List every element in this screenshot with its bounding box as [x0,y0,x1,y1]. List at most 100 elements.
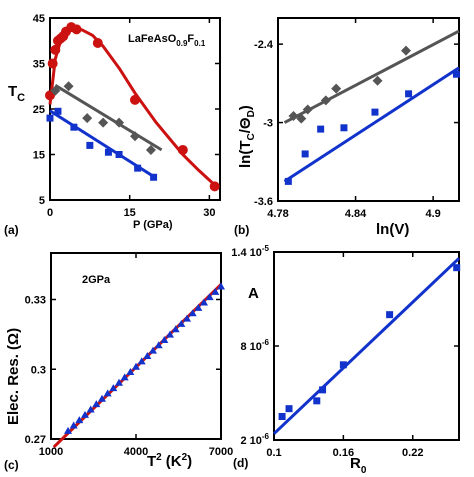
panel-c-point [188,309,197,317]
panel-a-point [63,81,74,92]
panel-b-point [400,45,411,56]
panel-b-point [288,111,299,122]
panel-d-xtick-label: 0.1 [266,447,281,459]
panel-b-point [372,75,383,86]
panel-a-point [92,38,103,49]
panel-a-point [115,151,123,158]
panel-c-gridticks [50,253,222,440]
panel-c-xlabel: T2 (K2) [147,452,192,470]
panel-c-point [160,335,169,343]
panel-b-point [317,125,325,133]
panel-c-xtick-label: 4000 [124,446,148,458]
panel-a-point [50,44,61,55]
panel-a-point [70,123,78,131]
panel-a-ytick-label: 45 [33,13,45,25]
panel-b-point [371,108,379,116]
panel-c-point [137,357,146,365]
panel-a-point [98,117,109,128]
panel-b-ytick-label: -3 [263,118,273,130]
panel-c-annotation: 2GPa [82,274,111,286]
panel-d-marks [278,264,461,420]
panel-b-ytick-label: -2.4 [254,39,274,51]
panel-a-point [47,58,58,69]
panel-b-point [320,95,331,106]
panel-c-point [149,346,157,354]
panel-b-frame [277,17,460,202]
panel-c-point [81,410,89,418]
panel-c-point [75,416,84,424]
panel-c-ytick-label: 0.27 [25,434,46,446]
panel-c-point [177,319,186,327]
panel-c-point [194,303,203,311]
panel-b-point [340,124,348,132]
panel-a-point [177,144,188,155]
panel-d-ylabel: A [248,285,259,302]
panel-b-point [296,113,307,124]
panel-c-frame [50,252,222,440]
panel-a-xtick-label: 30 [203,207,215,219]
panel-c-point [183,314,191,322]
panel-c-marks [64,282,225,434]
panel-c-panel-label: (c) [4,458,19,472]
panel-b-point [302,104,313,115]
panel-d-panel-label: (d) [233,456,248,470]
panel-d-point [285,405,293,413]
panel-d-fits [272,257,461,435]
panel-a-panel-label: (a) [4,223,19,237]
panel-c-point [126,368,135,376]
panel-d: 0.1 0.16 0.22 2 10-6 8 10-6 1.4 10-5 A R0 (d) [231,244,461,476]
panel-d-xlabel: R0 [350,455,367,476]
panel-b-fit-line-0 [283,29,460,124]
panel-c-point [143,351,152,359]
panel-a-ytick-label: 15 [33,150,45,162]
panel-c-point [205,293,214,301]
panel-c-ticklabels: 1000 4000 7000 0.27 0.3 0.33 [25,295,234,459]
panel-d-point [339,361,347,369]
panel-b-gridticks [277,18,459,202]
panel-a-point [54,107,62,115]
panel-d-point [386,311,394,319]
panel-d-fit-line-0 [272,257,461,435]
panel-a-fit-line-1 [54,84,163,152]
panel-a-xtick-label: 15 [124,207,136,219]
panel-c-point [103,389,112,397]
panel-b-xlabel: ln(V) [376,221,409,238]
panel-a-xtick-label: 0 [47,207,53,219]
panel-d-xtick-label: 0.22 [402,447,423,459]
panel-c-point [200,298,208,306]
panel-c-point [154,341,163,349]
panel-b: 4.78 4.84 4.9 -3.6 -3 -2.4 ln(TC/ΘD) ln(V) (b… [234,17,460,238]
panel-c-point [92,400,101,408]
panel-a-point [134,164,142,172]
panel-c-point [211,287,220,295]
panel-d-ytick-label: 1.4 10-5 [231,244,269,259]
panel-c-point [109,384,118,392]
panel-a-point [71,24,82,35]
panel-b-fit-line-1 [283,66,460,183]
panel-a-ticklabels: 0 15 30 5 15 25 35 45 [33,13,216,219]
panel-d-xtick-label: 0.16 [333,447,354,459]
panel-a-point [209,181,220,192]
panel-b-point [452,70,460,78]
panel-a-point [130,94,140,105]
panel-c-point [98,394,106,402]
panel-b-fits [283,29,460,183]
panel-a-point [46,114,54,122]
panel-c-point [171,325,180,333]
panel-b-ylabel: ln(TC/ΘD) [237,105,257,168]
panel-c-point [69,421,78,429]
panel-c-ylabel: Elec. Res. (Ω) [5,328,22,425]
panel-b-ytick-label: -3.6 [254,196,273,208]
panel-a-marks [45,22,220,192]
panel-c-point [217,282,225,290]
panel-d-ytick-label: 2 10-6 [240,432,269,447]
panel-d-point [453,264,461,272]
panel-c-ytick-label: 0.3 [31,364,46,376]
panel-a-ytick-label: 25 [33,104,45,116]
panel-a-xlabel: P (GPa) [133,219,173,231]
panel-b-panel-label: (b) [234,223,249,237]
panel-d-gridticks [273,251,459,441]
panel-a-ytick-label: 35 [33,59,45,71]
panel-d-ytick-label: 8 10-6 [240,338,269,353]
panel-c-point [166,330,174,338]
